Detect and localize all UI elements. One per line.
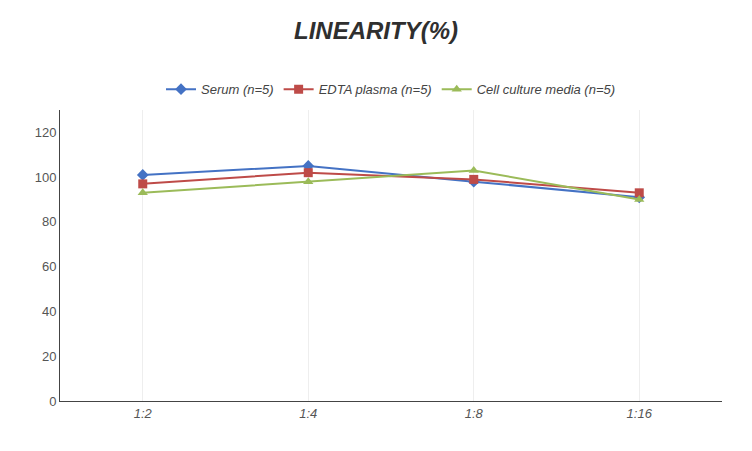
svg-text:100: 100 xyxy=(35,170,57,185)
svg-text:Cell culture media (n=5): Cell culture media (n=5) xyxy=(477,82,615,97)
svg-text:EDTA plasma (n=5): EDTA plasma (n=5) xyxy=(319,82,432,97)
svg-text:1:4: 1:4 xyxy=(299,406,317,421)
svg-text:LINEARITY(%): LINEARITY(%) xyxy=(294,17,458,44)
svg-text:1:16: 1:16 xyxy=(627,406,653,421)
svg-text:0: 0 xyxy=(49,394,56,409)
svg-text:40: 40 xyxy=(42,304,56,319)
svg-text:20: 20 xyxy=(42,349,56,364)
svg-text:1:8: 1:8 xyxy=(465,406,484,421)
svg-text:60: 60 xyxy=(42,259,56,274)
svg-text:120: 120 xyxy=(35,125,57,140)
svg-text:Serum (n=5): Serum (n=5) xyxy=(201,82,274,97)
svg-text:80: 80 xyxy=(42,214,56,229)
svg-text:1:2: 1:2 xyxy=(134,406,153,421)
